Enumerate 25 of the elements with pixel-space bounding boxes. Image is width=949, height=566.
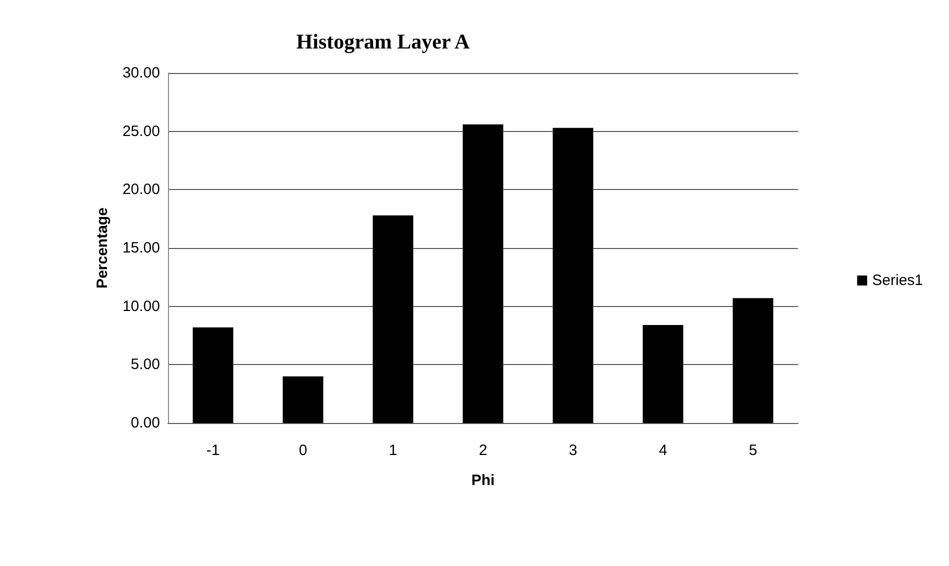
bar: [372, 215, 414, 423]
bar: [192, 327, 234, 423]
y-axis-title: Percentage: [94, 208, 111, 288]
y-tick-label: 5.00: [130, 356, 160, 374]
y-tick-label: 0.00: [130, 414, 160, 432]
bar: [732, 298, 774, 423]
x-axis-title: Phi: [471, 472, 495, 489]
x-tick-label: 5: [748, 442, 758, 459]
y-tick-label: 30.00: [122, 64, 160, 82]
y-tick-label: 15.00: [122, 240, 160, 256]
x-tick-label: 0: [298, 442, 308, 459]
x-tick-label: 4: [658, 442, 668, 459]
legend-label: Series1: [872, 272, 923, 289]
y-tick-label: 10.00: [122, 298, 160, 315]
bar: [282, 376, 324, 423]
chart-title: Histogram Layer A: [296, 30, 471, 54]
y-tick-label: 25.00: [122, 122, 160, 140]
bar: [462, 124, 504, 423]
bar: [552, 128, 594, 423]
x-tick-label: 3: [568, 442, 578, 459]
x-tick-label: 1: [388, 442, 398, 459]
bar: [642, 325, 684, 423]
x-tick-label: 2: [478, 442, 488, 459]
y-tick-label: 20.00: [122, 181, 160, 198]
x-tick-label: -1: [206, 442, 220, 459]
